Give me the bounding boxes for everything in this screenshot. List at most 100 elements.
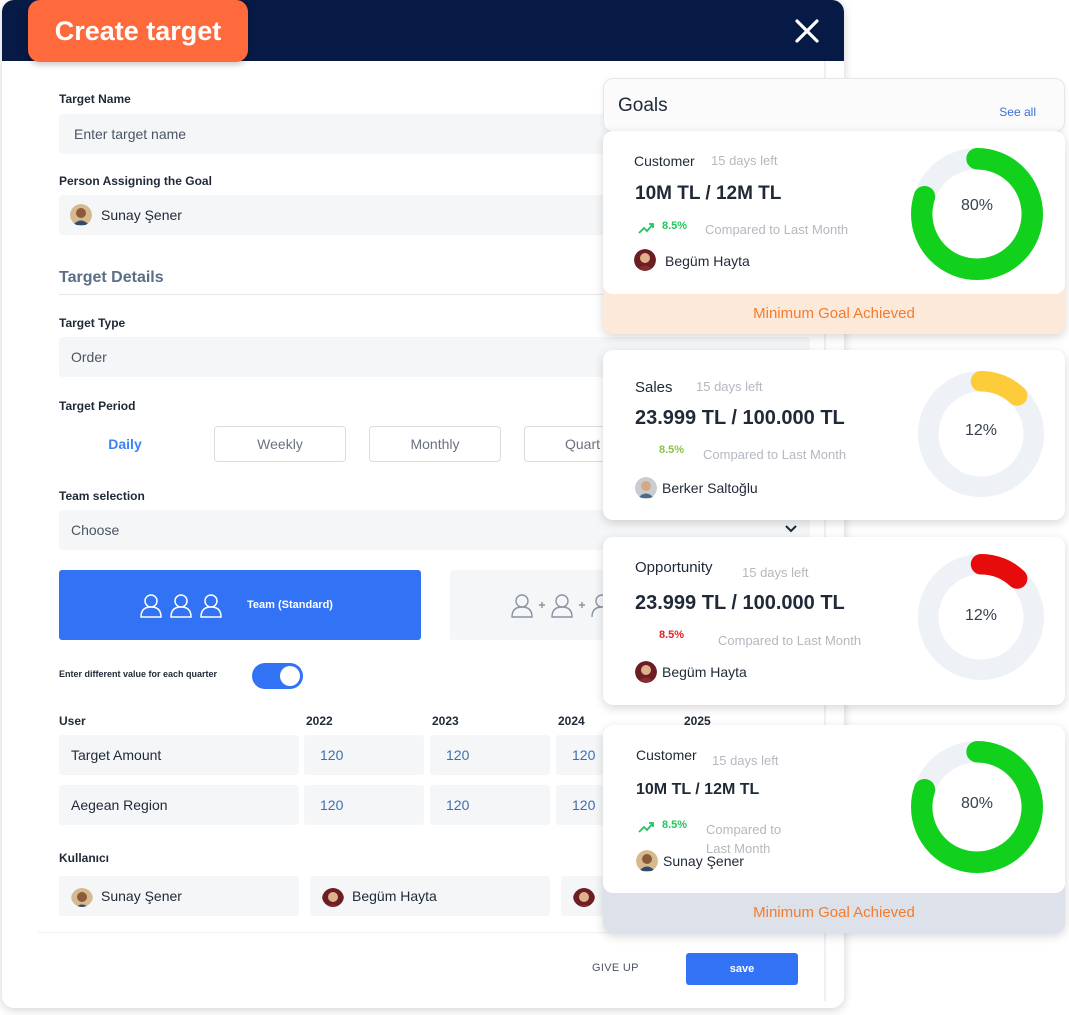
see-all-link[interactable]: See all — [999, 105, 1036, 119]
avatar — [635, 661, 657, 683]
period-weekly-button[interactable]: Weekly — [214, 426, 346, 462]
section-title: Target Details — [59, 269, 164, 286]
goal-person: Sunay Şener — [663, 853, 744, 869]
goal-person: Begüm Hayta — [665, 253, 750, 269]
donut-progress-arc — [918, 371, 1044, 497]
table-row-label: Aegean Region — [59, 785, 299, 825]
goal-amount: 23.999 TL / 100.000 TL — [635, 407, 845, 429]
goal-compare: Compared to Last Month — [718, 633, 862, 648]
team-icons — [139, 592, 223, 618]
goal-days-left: 15 days left — [696, 379, 763, 394]
target-period-label: Target Period — [59, 399, 136, 413]
progress-donut — [911, 741, 1043, 873]
close-button[interactable] — [792, 16, 822, 46]
goal-change: 8.5% — [659, 444, 685, 456]
goal-card[interactable]: Opportunity 15 days left 23.999 TL / 100… — [603, 537, 1065, 705]
goal-change: 8.5% — [662, 819, 688, 831]
avatar — [322, 885, 344, 907]
assigner-label: Person Assigning the Goal — [59, 174, 212, 188]
col-head-2023: 2023 — [432, 714, 459, 728]
team-plus-icons — [511, 594, 609, 618]
donut-progress-arc — [918, 554, 1044, 680]
goal-card[interactable]: Sales 15 days left 23.999 TL / 100.000 T… — [603, 350, 1065, 520]
close-icon — [795, 19, 819, 43]
quarter-toggle-label: Enter different value for each quarter — [59, 669, 218, 679]
table-row-label: Target Amount — [59, 735, 299, 775]
give-up-button[interactable]: GIVE UP — [592, 962, 639, 974]
user-outline-icon — [140, 594, 162, 618]
goal-change: 8.5% — [662, 220, 688, 232]
goal-compare: Compared to Last Month — [705, 222, 849, 237]
trending-up-icon — [638, 822, 654, 833]
goal-change: 8.5% — [659, 629, 685, 641]
col-head-user: User — [59, 714, 86, 728]
user-chip[interactable]: Sunay Şener — [59, 876, 299, 916]
goal-days-left: 15 days left — [712, 753, 779, 768]
goal-days-left: 15 days left — [711, 153, 778, 168]
table-cell-input[interactable]: 120 — [304, 785, 424, 825]
donut-progress-arc — [911, 148, 1043, 280]
page-title: Create target — [28, 0, 248, 62]
avatar — [636, 850, 658, 872]
avatar — [573, 885, 595, 907]
user-chip[interactable]: Begüm Hayta — [310, 876, 550, 916]
period-daily-button[interactable]: Daily — [59, 426, 191, 462]
table-cell-input[interactable]: 120 — [430, 735, 550, 775]
avatar — [71, 885, 93, 907]
goal-compare: Compared to Last Month — [703, 447, 847, 462]
donut-progress-arc — [911, 741, 1043, 873]
save-button[interactable]: save — [686, 953, 798, 985]
goal-person: Berker Saltoğlu — [662, 480, 758, 496]
users-label: Kullanıcı — [59, 851, 110, 865]
toggle-knob — [280, 666, 300, 686]
goal-amount: 10M TL / 12M TL — [635, 183, 782, 204]
donut-percent: 12% — [964, 422, 998, 439]
goal-category: Opportunity — [635, 559, 713, 576]
user-outline-icon — [170, 594, 192, 618]
team-standard-card[interactable]: Team (Standard) — [59, 570, 421, 640]
goals-header: Goals See all — [603, 78, 1065, 132]
goals-title: Goals — [618, 95, 668, 116]
goal-status-footer: Minimum Goal Achieved — [753, 305, 915, 322]
footer-divider — [38, 932, 824, 933]
donut-percent: 80% — [960, 197, 994, 214]
target-name-placeholder: Enter target name — [74, 126, 187, 142]
col-head-2025: 2025 — [684, 714, 711, 728]
target-name-input[interactable]: Enter target name — [59, 114, 619, 154]
avatar — [634, 249, 656, 271]
goal-category: Customer — [636, 747, 697, 763]
target-type-value: Order — [71, 349, 107, 365]
user-outline-icon — [200, 594, 222, 618]
goal-amount: 10M TL / 12M TL — [636, 781, 760, 798]
target-type-label: Target Type — [59, 316, 126, 330]
section-divider — [59, 294, 819, 295]
goal-category: Sales — [635, 379, 673, 396]
assigner-field[interactable]: Sunay Şener — [59, 195, 619, 235]
col-head-2022: 2022 — [306, 714, 333, 728]
col-head-2024: 2024 — [558, 714, 585, 728]
goal-compare: Compared to — [706, 822, 782, 837]
progress-donut — [911, 148, 1043, 280]
goal-days-left: 15 days left — [742, 565, 809, 580]
avatar — [70, 204, 92, 226]
chevron-down-icon — [785, 525, 797, 533]
trending-up-icon — [638, 223, 654, 234]
goal-amount: 23.999 TL / 100.000 TL — [635, 592, 845, 614]
target-name-label: Target Name — [59, 92, 131, 106]
scrollbar-track[interactable] — [824, 61, 826, 1001]
goal-category: Customer — [634, 153, 695, 169]
avatar — [635, 477, 657, 499]
goal-person: Begüm Hayta — [662, 664, 747, 680]
goal-card[interactable]: Customer 15 days left 10M TL / 12M TL 8.… — [603, 725, 1065, 933]
goal-status-footer: Minimum Goal Achieved — [753, 904, 915, 921]
table-cell-input[interactable]: 120 — [304, 735, 424, 775]
quarter-toggle[interactable] — [252, 663, 303, 689]
progress-donut — [918, 371, 1044, 497]
donut-percent: 12% — [964, 607, 998, 624]
period-monthly-button[interactable]: Monthly — [369, 426, 501, 462]
goal-card[interactable]: Customer 15 days left 10M TL / 12M TL 8.… — [603, 131, 1065, 334]
team-standard-label: Team (Standard) — [247, 599, 333, 611]
table-cell-input[interactable]: 120 — [430, 785, 550, 825]
donut-percent: 80% — [960, 795, 994, 812]
team-selection-label: Team selection — [59, 489, 145, 503]
